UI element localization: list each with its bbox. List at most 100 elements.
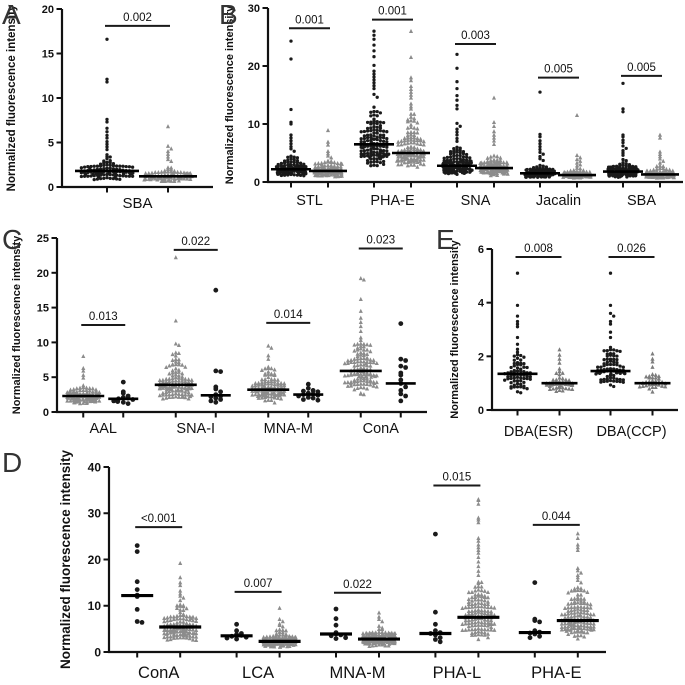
category-label: SNA-I bbox=[176, 421, 215, 437]
data-point bbox=[482, 598, 487, 603]
data-point bbox=[476, 538, 481, 543]
data-point bbox=[512, 369, 516, 374]
data-point bbox=[608, 319, 613, 324]
data-point bbox=[408, 140, 414, 145]
data-point bbox=[538, 144, 542, 149]
data-point bbox=[621, 153, 625, 157]
category-label: PHA-L bbox=[433, 664, 482, 682]
category-label: STL bbox=[296, 193, 323, 209]
data-point bbox=[608, 362, 613, 367]
data-point bbox=[180, 376, 185, 381]
data-point bbox=[547, 175, 551, 179]
data-point bbox=[169, 178, 174, 183]
data-point bbox=[605, 379, 609, 383]
data-point bbox=[402, 141, 407, 146]
data-point bbox=[585, 601, 590, 606]
data-point bbox=[213, 386, 219, 392]
data-point bbox=[656, 376, 661, 381]
data-point bbox=[378, 157, 383, 161]
data-point bbox=[515, 271, 520, 275]
data-point bbox=[557, 360, 562, 365]
data-point bbox=[181, 607, 186, 612]
data-point bbox=[365, 342, 370, 347]
data-point bbox=[398, 372, 404, 378]
data-point bbox=[448, 155, 453, 159]
data-point bbox=[263, 643, 268, 648]
data-point bbox=[452, 157, 456, 161]
data-point bbox=[476, 545, 481, 550]
data-point bbox=[372, 113, 376, 117]
data-point bbox=[352, 387, 357, 392]
panel-e-chart: 0 2 4 6 Normalized fluorescence intensity DBA… bbox=[449, 239, 678, 440]
data-point bbox=[183, 364, 188, 369]
data-point bbox=[412, 137, 417, 142]
data-point bbox=[575, 587, 580, 592]
data-point bbox=[115, 399, 121, 404]
data-point bbox=[153, 176, 158, 181]
data-point bbox=[412, 140, 417, 145]
data-point bbox=[469, 627, 475, 632]
data-point bbox=[168, 630, 173, 635]
data-point bbox=[372, 84, 376, 88]
data-point bbox=[345, 360, 350, 366]
data-point bbox=[130, 165, 135, 169]
data-point bbox=[269, 372, 274, 377]
data-point bbox=[452, 146, 456, 151]
data-point bbox=[178, 635, 183, 640]
data-point bbox=[455, 80, 459, 84]
data-point bbox=[180, 394, 185, 399]
data-point bbox=[176, 378, 181, 383]
data-point bbox=[176, 350, 181, 356]
data-point bbox=[187, 617, 192, 622]
data-point bbox=[405, 153, 410, 158]
data-point bbox=[408, 125, 414, 130]
data-point bbox=[157, 386, 162, 391]
data-point bbox=[421, 162, 426, 167]
data-point bbox=[157, 377, 162, 383]
data-point bbox=[259, 382, 264, 387]
data-point bbox=[560, 388, 565, 393]
data-point bbox=[105, 130, 109, 134]
data-point bbox=[324, 173, 329, 178]
data-point bbox=[372, 105, 376, 109]
data-point bbox=[375, 151, 379, 155]
data-point bbox=[105, 139, 109, 144]
y-tick-label: 15 bbox=[37, 303, 49, 315]
data-point bbox=[563, 386, 568, 391]
data-point bbox=[575, 585, 580, 590]
data-point bbox=[462, 171, 466, 176]
data-point bbox=[345, 373, 350, 378]
data-point bbox=[515, 385, 520, 389]
data-point bbox=[105, 77, 109, 81]
data-point bbox=[657, 175, 663, 180]
data-point bbox=[469, 595, 475, 600]
data-point bbox=[569, 604, 574, 610]
data-point bbox=[460, 605, 465, 610]
data-point bbox=[381, 133, 386, 137]
p-value-label: 0.026 bbox=[617, 243, 646, 255]
data-point bbox=[408, 118, 414, 123]
data-point bbox=[277, 629, 282, 634]
data-point bbox=[87, 388, 92, 393]
data-point bbox=[488, 173, 493, 178]
data-point bbox=[618, 371, 622, 376]
data-point bbox=[89, 174, 93, 178]
data-point bbox=[352, 379, 357, 384]
data-point bbox=[375, 125, 379, 129]
data-point bbox=[578, 629, 584, 634]
data-point bbox=[569, 382, 574, 388]
data-point bbox=[292, 155, 296, 159]
data-point bbox=[286, 155, 290, 159]
data-point bbox=[146, 170, 151, 176]
data-point bbox=[170, 388, 175, 393]
data-point bbox=[355, 347, 360, 352]
data-point bbox=[538, 154, 542, 159]
data-point bbox=[368, 342, 373, 347]
data-point bbox=[333, 606, 339, 612]
data-point bbox=[433, 621, 438, 627]
data-point bbox=[213, 399, 219, 405]
swarm-series-circle bbox=[428, 531, 443, 645]
data-point bbox=[473, 588, 478, 593]
data-point bbox=[591, 621, 596, 626]
data-point bbox=[585, 610, 590, 615]
